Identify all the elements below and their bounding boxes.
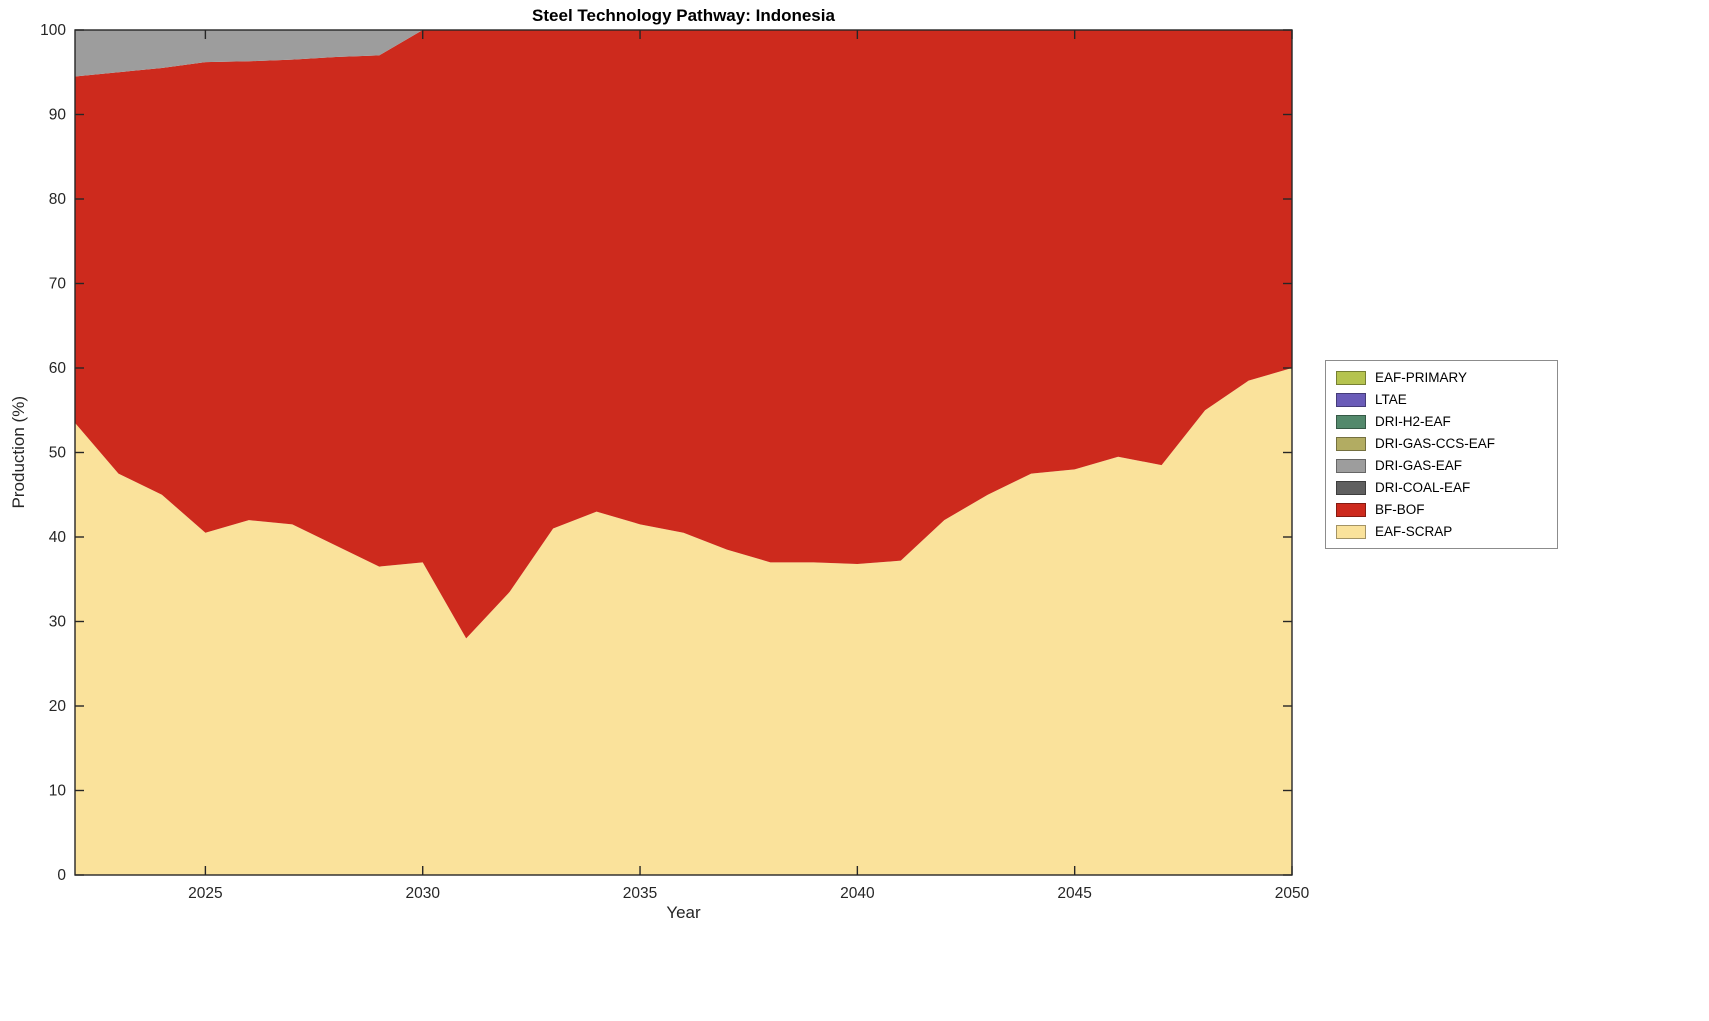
y-tick-label: 0 bbox=[57, 867, 66, 884]
x-tick-label: 2035 bbox=[623, 885, 657, 902]
legend-item-bf-bof: BF-BOF bbox=[1336, 501, 1547, 518]
y-tick-label: 10 bbox=[49, 783, 67, 800]
y-axis-label: Production (%) bbox=[9, 396, 28, 509]
legend-label-ltae: LTAE bbox=[1375, 392, 1407, 407]
x-tick-label: 2030 bbox=[405, 885, 440, 902]
y-tick-label: 40 bbox=[49, 529, 67, 546]
x-tick-label: 2045 bbox=[1057, 885, 1091, 902]
legend-label-eaf-primary: EAF-PRIMARY bbox=[1375, 370, 1468, 385]
legend-item-ltae: LTAE bbox=[1336, 391, 1547, 408]
legend-label-dri-h2-eaf: DRI-H2-EAF bbox=[1375, 414, 1451, 429]
chart-title: Steel Technology Pathway: Indonesia bbox=[532, 6, 835, 25]
y-tick-label: 60 bbox=[49, 360, 67, 377]
y-tick-label: 90 bbox=[49, 107, 67, 124]
legend-item-eaf-primary: EAF-PRIMARY bbox=[1336, 369, 1547, 386]
x-tick-label: 2040 bbox=[840, 885, 875, 902]
legend-swatch-dri-gas-ccs-eaf bbox=[1336, 436, 1366, 451]
legend-swatch-eaf-scrap bbox=[1336, 524, 1366, 539]
legend-item-eaf-scrap: EAF-SCRAP bbox=[1336, 523, 1547, 540]
area-bf-bof bbox=[75, 30, 1292, 639]
legend-swatch-bf-bof bbox=[1336, 502, 1366, 517]
legend-swatch-dri-coal-eaf bbox=[1336, 480, 1366, 495]
legend-swatch-dri-h2-eaf bbox=[1336, 414, 1366, 429]
legend-swatch-eaf-primary bbox=[1336, 370, 1366, 385]
legend-label-dri-gas-ccs-eaf: DRI-GAS-CCS-EAF bbox=[1375, 436, 1496, 451]
legend-swatch-ltae bbox=[1336, 392, 1366, 407]
legend-item-dri-h2-eaf: DRI-H2-EAF bbox=[1336, 413, 1547, 430]
legend-item-dri-gas-eaf: DRI-GAS-EAF bbox=[1336, 457, 1547, 474]
y-tick-label: 100 bbox=[40, 22, 66, 39]
legend: EAF-PRIMARY LTAE DRI-H2-EAF DRI-GAS-CCS-EAF… bbox=[1325, 360, 1558, 549]
y-tick-label: 30 bbox=[49, 614, 67, 631]
legend-label-bf-bof: BF-BOF bbox=[1375, 502, 1425, 517]
y-tick-label: 50 bbox=[49, 445, 67, 462]
legend-label-eaf-scrap: EAF-SCRAP bbox=[1375, 524, 1453, 539]
legend-label-dri-gas-eaf: DRI-GAS-EAF bbox=[1375, 458, 1463, 473]
x-tick-label: 2050 bbox=[1275, 885, 1310, 902]
x-axis-label: Year bbox=[666, 903, 701, 922]
legend-item-dri-coal-eaf: DRI-COAL-EAF bbox=[1336, 479, 1547, 496]
y-tick-label: 70 bbox=[49, 276, 67, 293]
legend-swatch-dri-gas-eaf bbox=[1336, 458, 1366, 473]
y-tick-label: 80 bbox=[49, 191, 67, 208]
x-tick-label: 2025 bbox=[188, 885, 222, 902]
area-dri-gas-eaf bbox=[75, 30, 1292, 77]
legend-label-dri-coal-eaf: DRI-COAL-EAF bbox=[1375, 480, 1471, 495]
y-axis-label-wrap: Production (%) bbox=[0, 30, 38, 875]
y-tick-label: 20 bbox=[49, 698, 67, 715]
legend-item-dri-gas-ccs-eaf: DRI-GAS-CCS-EAF bbox=[1336, 435, 1547, 452]
